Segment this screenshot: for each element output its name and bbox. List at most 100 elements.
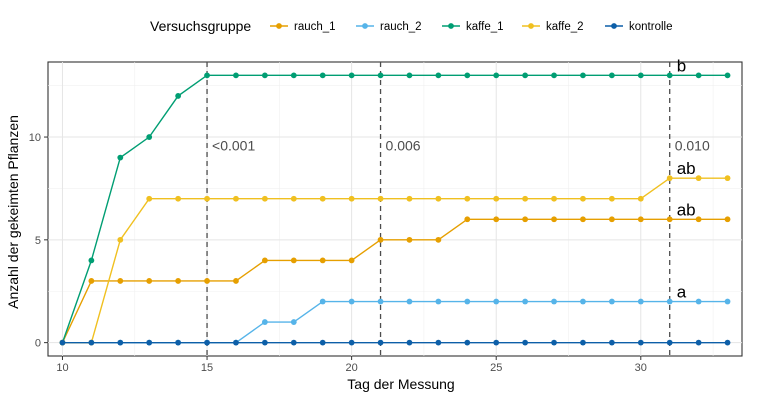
series-line bbox=[61, 218, 728, 343]
data-point bbox=[290, 195, 297, 202]
p-value-label: 0.010 bbox=[675, 137, 710, 153]
x-axis-title: Tag der Messung bbox=[347, 376, 454, 392]
plot-panel bbox=[47, 61, 743, 357]
data-point bbox=[117, 154, 124, 161]
data-point bbox=[348, 257, 355, 264]
group-letter: ab bbox=[677, 200, 696, 219]
legend-label: kaffe_1 bbox=[466, 21, 504, 33]
data-point bbox=[522, 72, 529, 79]
data-point bbox=[290, 319, 297, 325]
legend: Versuchsgruppe rauch_1 rauch_2 kaffe_1 kaff… bbox=[150, 18, 672, 34]
data-point bbox=[464, 298, 471, 305]
data-point bbox=[695, 72, 702, 79]
data-point bbox=[261, 72, 268, 79]
data-point bbox=[493, 298, 500, 305]
data-point bbox=[233, 278, 239, 284]
data-point bbox=[146, 195, 153, 202]
data-point bbox=[88, 278, 95, 284]
data-point bbox=[290, 257, 297, 264]
data-point bbox=[666, 72, 673, 79]
data-point bbox=[666, 298, 673, 305]
data-point bbox=[580, 195, 586, 202]
data-point bbox=[377, 195, 384, 202]
data-point bbox=[695, 216, 702, 223]
data-point bbox=[175, 339, 182, 346]
series-kontrolle bbox=[59, 339, 731, 346]
data-point bbox=[464, 339, 471, 346]
data-point bbox=[377, 236, 384, 243]
series-line bbox=[61, 74, 728, 343]
legend-key-point bbox=[611, 23, 617, 29]
series-kaffe-2 bbox=[59, 175, 731, 346]
x-tick-label: 20 bbox=[346, 362, 358, 374]
p-value-label: <0.001 bbox=[212, 137, 255, 153]
data-point bbox=[348, 298, 355, 305]
y-axis-title: Anzahl der gekeimten Pflanzen bbox=[5, 115, 21, 309]
data-point bbox=[319, 72, 326, 79]
p-value-label: 0.006 bbox=[386, 137, 421, 153]
data-point bbox=[493, 216, 500, 223]
data-point bbox=[608, 339, 615, 346]
data-point bbox=[406, 339, 413, 346]
data-point bbox=[435, 339, 442, 346]
legend-label: kontrolle bbox=[629, 21, 672, 33]
data-point bbox=[233, 195, 239, 202]
data-point bbox=[580, 298, 586, 305]
data-point bbox=[117, 339, 124, 346]
data-point bbox=[204, 195, 210, 202]
x-axis-ticks: 10 15 20 25 30 bbox=[56, 356, 647, 374]
legend-key-point bbox=[362, 23, 368, 29]
data-point bbox=[406, 72, 413, 79]
data-point bbox=[319, 195, 326, 202]
data-point bbox=[377, 339, 384, 346]
data-point bbox=[261, 195, 268, 202]
data-point bbox=[117, 278, 124, 284]
data-point bbox=[637, 72, 644, 79]
data-point bbox=[551, 298, 557, 305]
data-point bbox=[146, 134, 153, 140]
data-point bbox=[551, 72, 557, 79]
data-point bbox=[522, 298, 529, 305]
group-letters: b ab ab a bbox=[677, 56, 696, 301]
data-point bbox=[666, 216, 673, 223]
data-point bbox=[435, 72, 442, 79]
data-point bbox=[580, 72, 586, 79]
y-tick-label: 0 bbox=[35, 338, 41, 350]
data-point bbox=[580, 339, 586, 346]
data-point bbox=[608, 298, 615, 305]
data-point bbox=[204, 339, 210, 346]
x-tick-label: 10 bbox=[56, 362, 68, 374]
data-point bbox=[724, 175, 731, 182]
data-point bbox=[377, 298, 384, 305]
data-point bbox=[464, 195, 471, 202]
data-point bbox=[435, 236, 442, 243]
data-point bbox=[637, 195, 644, 202]
data-point bbox=[290, 72, 297, 79]
legend-label: kaffe_2 bbox=[546, 21, 584, 33]
data-point bbox=[695, 298, 702, 305]
data-point bbox=[522, 339, 529, 346]
legend-entry: rauch_2 bbox=[356, 21, 422, 33]
series-lines bbox=[59, 72, 731, 346]
group-letter: a bbox=[677, 283, 687, 302]
legend-entry: kaffe_2 bbox=[522, 21, 584, 33]
data-point bbox=[261, 257, 268, 264]
legend-label: rauch_1 bbox=[294, 21, 336, 33]
y-tick-label: 5 bbox=[35, 235, 41, 247]
data-point bbox=[724, 216, 731, 223]
data-point bbox=[406, 298, 413, 305]
series-line bbox=[62, 177, 728, 344]
data-point bbox=[146, 339, 153, 346]
data-point bbox=[435, 298, 442, 305]
data-point bbox=[551, 216, 557, 223]
x-tick-label: 15 bbox=[201, 362, 213, 374]
data-point bbox=[666, 175, 673, 182]
data-point bbox=[435, 195, 442, 202]
y-tick-label: 10 bbox=[29, 132, 41, 144]
data-point bbox=[175, 195, 182, 202]
y-axis-ticks: 0 5 10 bbox=[29, 132, 48, 350]
data-point bbox=[290, 339, 297, 346]
data-point bbox=[233, 339, 239, 346]
data-point bbox=[551, 195, 557, 202]
data-point bbox=[493, 339, 500, 346]
